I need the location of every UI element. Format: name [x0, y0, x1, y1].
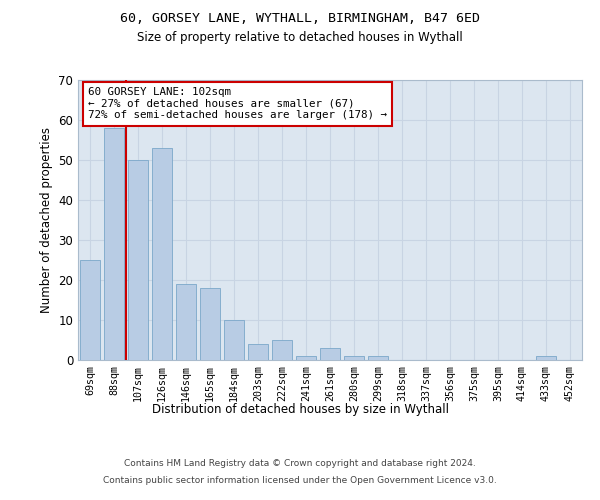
Bar — [320, 348, 340, 360]
Text: Contains public sector information licensed under the Open Government Licence v3: Contains public sector information licen… — [103, 476, 497, 485]
Bar — [152, 148, 172, 360]
Bar — [80, 260, 100, 360]
Text: Size of property relative to detached houses in Wythall: Size of property relative to detached ho… — [137, 31, 463, 44]
Bar — [128, 160, 148, 360]
Bar — [296, 356, 316, 360]
Bar — [200, 288, 220, 360]
Bar — [536, 356, 556, 360]
Y-axis label: Number of detached properties: Number of detached properties — [40, 127, 53, 313]
Bar — [272, 340, 292, 360]
Bar — [344, 356, 364, 360]
Bar — [248, 344, 268, 360]
Text: 60 GORSEY LANE: 102sqm
← 27% of detached houses are smaller (67)
72% of semi-det: 60 GORSEY LANE: 102sqm ← 27% of detached… — [88, 87, 387, 120]
Bar — [176, 284, 196, 360]
Text: Contains HM Land Registry data © Crown copyright and database right 2024.: Contains HM Land Registry data © Crown c… — [124, 458, 476, 468]
Bar — [224, 320, 244, 360]
Text: 60, GORSEY LANE, WYTHALL, BIRMINGHAM, B47 6ED: 60, GORSEY LANE, WYTHALL, BIRMINGHAM, B4… — [120, 12, 480, 26]
Bar — [368, 356, 388, 360]
Bar — [104, 128, 124, 360]
Text: Distribution of detached houses by size in Wythall: Distribution of detached houses by size … — [151, 402, 449, 415]
